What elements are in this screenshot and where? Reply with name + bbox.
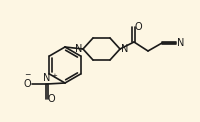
- Text: O: O: [134, 22, 142, 32]
- Text: O: O: [48, 94, 55, 104]
- Text: −: −: [25, 70, 31, 79]
- Text: N: N: [120, 44, 128, 54]
- Text: +: +: [51, 73, 57, 79]
- Text: N: N: [74, 44, 82, 54]
- Text: O: O: [23, 79, 31, 89]
- Text: N: N: [176, 38, 183, 48]
- Text: N: N: [43, 73, 50, 83]
